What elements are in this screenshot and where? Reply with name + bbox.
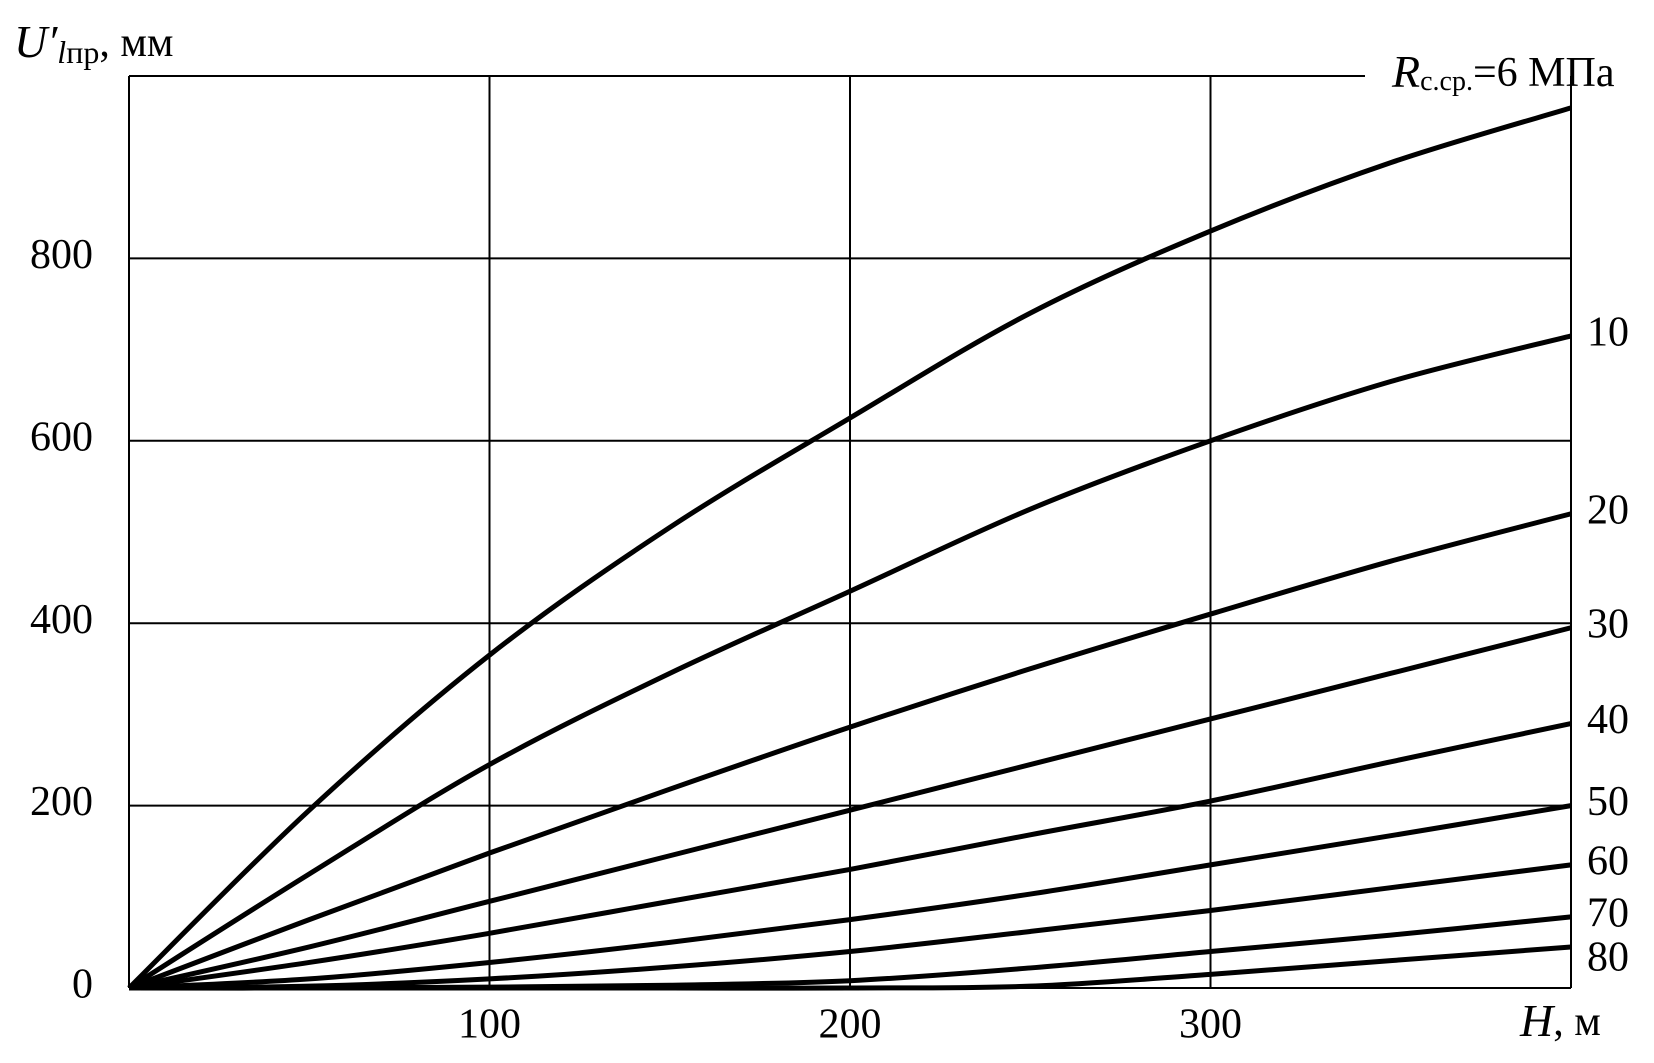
series-label: 20 [1587, 487, 1629, 533]
series-label: 30 [1587, 601, 1629, 647]
series-label-symbol: R [1391, 46, 1420, 97]
y-tick-label: 600 [30, 414, 93, 460]
curve [127, 105, 1572, 990]
y-axis-label: U′lпр, мм [14, 16, 173, 71]
curve [127, 333, 1572, 991]
y-tick-label: 400 [30, 597, 93, 643]
curve [128, 721, 1572, 991]
y-tick-label: 0 [72, 962, 93, 1008]
curve [128, 862, 1572, 991]
x-tick-label: 200 [819, 1002, 882, 1048]
series-label: 10 [1587, 310, 1629, 356]
series-label: 40 [1587, 697, 1629, 743]
x-axis-label: H, м [1519, 995, 1601, 1046]
curve [128, 511, 1572, 991]
y-tick-label: 800 [30, 232, 93, 278]
series-label-subscript: с.ср. [1420, 66, 1473, 97]
series-label: Rс.ср.=6 МПа [1391, 46, 1615, 98]
series-label: 80 [1587, 935, 1629, 981]
x-tick-label: 100 [458, 1002, 521, 1048]
curve [128, 803, 1572, 991]
curve [128, 625, 1572, 991]
curve [129, 944, 1572, 991]
series-label: 70 [1587, 891, 1629, 937]
series-label: 50 [1587, 779, 1629, 825]
x-tick-label: 300 [1179, 1002, 1242, 1048]
y-tick-label: 200 [30, 779, 93, 825]
series-label: 60 [1587, 839, 1629, 885]
series-label-name: =6 МПа [1473, 50, 1615, 96]
